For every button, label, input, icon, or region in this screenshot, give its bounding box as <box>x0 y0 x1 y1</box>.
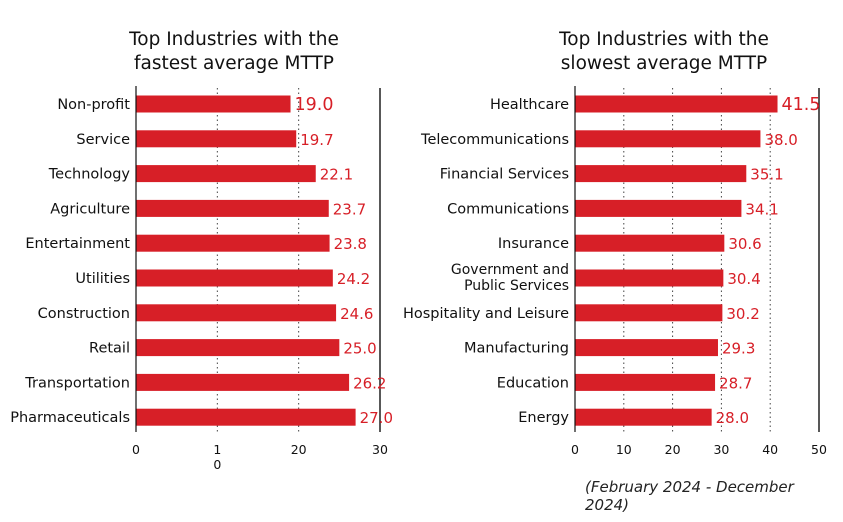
slow-value-label: 30.6 <box>728 235 761 253</box>
fast-value-label: 27.0 <box>360 409 393 427</box>
fast-category-label: Agriculture <box>50 201 130 217</box>
fast-bar-1 <box>136 130 297 148</box>
slow-x-tick-label: 50 <box>811 442 827 457</box>
fast-category-label: Service <box>76 132 130 148</box>
fast-bar-4 <box>136 234 330 252</box>
fast-value-label: 23.8 <box>334 235 367 253</box>
slow-value-label: 35.1 <box>750 166 783 184</box>
slow-category-label: Financial Services <box>440 167 569 183</box>
fast-bar-0 <box>136 95 291 113</box>
fast-x-tick-label: 20 <box>291 442 307 457</box>
slow-value-label: 30.4 <box>727 270 760 288</box>
slow-category-label: Telecommunications <box>420 132 569 148</box>
fast-x-tick-label: 0 <box>132 442 140 457</box>
slow-x-tick-label: 40 <box>762 442 778 457</box>
slow-value-label: 30.2 <box>726 305 759 323</box>
fast-bar-9 <box>136 408 356 426</box>
slow-bar-4 <box>575 234 725 252</box>
fast-category-label: Utilities <box>75 271 130 287</box>
slow-bar-7 <box>575 339 718 357</box>
slow-chart-title-line-2: slowest average MTTP <box>561 53 767 74</box>
slow-category-label: Government and <box>451 262 569 278</box>
slow-category-label: Hospitality and Leisure <box>403 306 569 322</box>
slow-category-label: Public Services <box>464 278 569 294</box>
fast-category-label: Pharmaceuticals <box>10 410 130 426</box>
fast-value-label: 22.1 <box>320 166 353 184</box>
fast-bar-3 <box>136 199 329 217</box>
slow-bar-0 <box>575 95 778 113</box>
fast-x-tick-label: 1 <box>213 442 221 457</box>
slow-bar-5 <box>575 269 724 287</box>
fast-value-label: 24.2 <box>337 270 370 288</box>
fast-value-label: 19.0 <box>295 95 334 115</box>
date-range-footnote: (February 2024 - December 2024) <box>585 478 794 514</box>
slow-category-label: Energy <box>518 410 569 426</box>
fast-chart-title-line-2: fastest average MTTP <box>134 53 334 74</box>
fast-x-tick-label: 30 <box>372 442 388 457</box>
slow-category-label: Education <box>497 375 569 391</box>
slow-x-tick-label: 20 <box>665 442 681 457</box>
slow-bar-9 <box>575 408 712 426</box>
fast-bar-7 <box>136 339 340 357</box>
slow-bar-2 <box>575 165 747 183</box>
slow-value-label: 28.0 <box>716 409 749 427</box>
slow-category-label: Insurance <box>498 236 569 252</box>
slow-x-tick-label: 0 <box>571 442 579 457</box>
slow-value-label: 34.1 <box>745 200 778 218</box>
slow-category-label: Communications <box>447 201 569 217</box>
fast-value-label: 23.7 <box>333 200 366 218</box>
fast-value-label: 26.2 <box>353 374 386 392</box>
fast-bar-8 <box>136 373 350 391</box>
fast-x-tick-label-extra: 0 <box>213 457 221 472</box>
fast-category-label: Entertainment <box>25 236 130 252</box>
fast-bar-5 <box>136 269 333 287</box>
slow-bar-3 <box>575 199 742 217</box>
slow-x-tick-label: 10 <box>616 442 632 457</box>
slow-value-label: 28.7 <box>719 374 752 392</box>
fast-category-label: Retail <box>89 341 130 357</box>
slow-bar-8 <box>575 373 716 391</box>
fast-chart-title-line-1: Top Industries with the <box>128 29 339 50</box>
fast-category-label: Technology <box>48 167 131 183</box>
slow-value-label: 41.5 <box>782 95 821 115</box>
slow-chart-title-line-1: Top Industries with the <box>558 29 769 50</box>
slow-x-tick-label: 30 <box>713 442 729 457</box>
fast-category-label: Transportation <box>24 375 130 391</box>
fast-bar-2 <box>136 165 316 183</box>
fast-value-label: 25.0 <box>343 340 376 358</box>
fast-category-label: Non-profit <box>57 97 130 113</box>
slow-category-label: Manufacturing <box>464 341 569 357</box>
fast-value-label: 24.6 <box>340 305 373 323</box>
fast-value-label: 19.7 <box>300 131 333 149</box>
fast-bar-6 <box>136 304 337 322</box>
slow-bar-1 <box>575 130 761 148</box>
slow-category-label: Healthcare <box>490 97 569 113</box>
fast-category-label: Construction <box>38 306 130 322</box>
slow-value-label: 38.0 <box>764 131 797 149</box>
slow-value-label: 29.3 <box>722 340 755 358</box>
slow-bar-6 <box>575 304 723 322</box>
